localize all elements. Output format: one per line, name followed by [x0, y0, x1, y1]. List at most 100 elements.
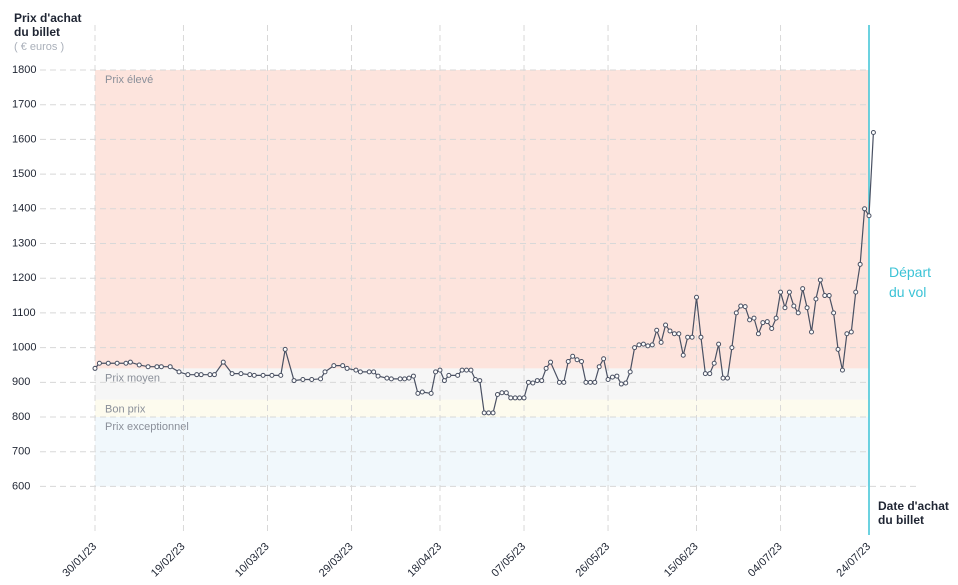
price-point: [198, 372, 204, 378]
price-point: [353, 367, 359, 373]
price-point: [702, 371, 708, 377]
price-point: [481, 410, 487, 416]
price-point: [340, 363, 346, 369]
price-point: [406, 375, 412, 381]
y-tick-label: 1100: [12, 307, 36, 319]
price-point: [92, 365, 98, 371]
price-point: [556, 379, 562, 385]
price-point: [114, 360, 120, 366]
price-point: [707, 371, 713, 377]
price-point: [96, 360, 102, 366]
y-tick-label: 600: [12, 480, 30, 492]
price-point: [428, 390, 434, 396]
x-tick-label: 15/06/23: [662, 541, 701, 580]
price-point: [384, 375, 390, 381]
price-point: [251, 372, 257, 378]
price-point: [862, 206, 868, 212]
price-point: [791, 303, 797, 309]
price-point: [472, 377, 478, 383]
price-point: [397, 376, 403, 382]
price-point: [720, 375, 726, 381]
price-point: [318, 376, 324, 382]
price-point: [419, 389, 425, 395]
x-tick-label: 30/01/23: [60, 541, 99, 580]
price-point: [755, 331, 761, 337]
price-point: [764, 319, 770, 325]
price-point: [539, 378, 545, 384]
price-point: [645, 343, 651, 349]
y-tick-label: 1600: [12, 133, 36, 145]
price-point: [508, 395, 514, 401]
price-point: [640, 341, 646, 347]
band-label: Bon prix: [105, 404, 146, 416]
price-point: [813, 296, 819, 302]
price-point: [658, 339, 664, 345]
price-point: [561, 379, 567, 385]
price-point: [663, 322, 669, 328]
price-point: [494, 391, 500, 397]
price-point: [685, 334, 691, 340]
price-point: [729, 345, 735, 351]
price-point: [809, 329, 815, 335]
price-point: [866, 213, 872, 219]
band-label: Prix exceptionnel: [105, 421, 189, 433]
price-point: [579, 358, 585, 364]
price-point: [853, 289, 859, 295]
price-point: [123, 360, 129, 366]
price-point: [309, 377, 315, 383]
price-point: [786, 289, 792, 295]
price-point: [609, 374, 615, 380]
price-point: [260, 372, 266, 378]
price-point: [694, 294, 700, 300]
price-point: [486, 410, 492, 416]
price-point: [636, 342, 642, 348]
price-point: [587, 379, 593, 385]
price-point: [601, 356, 607, 362]
price-point: [291, 378, 297, 384]
price-point: [229, 371, 235, 377]
y-axis-title: Prix d'achat du billet: [14, 11, 82, 39]
price-point: [782, 305, 788, 311]
price-point: [185, 372, 191, 378]
price-point: [747, 317, 753, 323]
price-point: [800, 286, 806, 292]
x-tick-label: 04/07/23: [746, 541, 785, 580]
x-tick-label: 07/05/23: [489, 541, 528, 580]
price-point: [857, 261, 863, 267]
price-point: [105, 360, 111, 366]
price-point: [795, 310, 801, 316]
x-tick-label: 18/04/23: [405, 541, 444, 580]
y-tick-label: 900: [12, 376, 30, 388]
price-point: [477, 378, 483, 384]
price-point: [207, 372, 213, 378]
price-point: [247, 372, 253, 378]
price-point: [499, 390, 505, 396]
price-point: [433, 369, 439, 375]
price-point: [459, 367, 465, 373]
price-point: [839, 367, 845, 373]
price-point: [769, 326, 775, 332]
price-point: [331, 363, 337, 369]
price-point: [680, 352, 686, 358]
price-point: [464, 367, 470, 373]
price-point: [689, 334, 695, 340]
y-tick-label: 1800: [12, 64, 36, 76]
y-axis-unit: ( € euros ): [14, 41, 65, 53]
price-point: [211, 372, 217, 378]
band-label: Prix moyen: [105, 372, 160, 384]
price-point: [671, 331, 677, 337]
price-point: [738, 303, 744, 309]
price-point: [282, 346, 288, 352]
price-point: [676, 331, 682, 337]
price-point: [402, 376, 408, 382]
price-point: [570, 353, 576, 359]
x-axis-title: Date d'achat du billet: [878, 499, 949, 527]
price-point: [238, 371, 244, 377]
price-point: [565, 358, 571, 364]
price-point: [627, 369, 633, 375]
price-point: [437, 367, 443, 373]
price-point: [366, 369, 372, 375]
price-point: [530, 380, 536, 386]
